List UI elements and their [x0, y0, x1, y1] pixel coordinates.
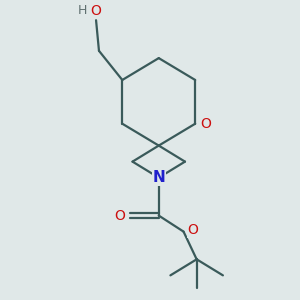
- Text: H: H: [78, 4, 88, 17]
- Text: O: O: [200, 117, 211, 131]
- Text: O: O: [91, 4, 101, 18]
- Text: O: O: [188, 223, 198, 237]
- Text: N: N: [152, 170, 165, 185]
- Text: O: O: [114, 208, 125, 223]
